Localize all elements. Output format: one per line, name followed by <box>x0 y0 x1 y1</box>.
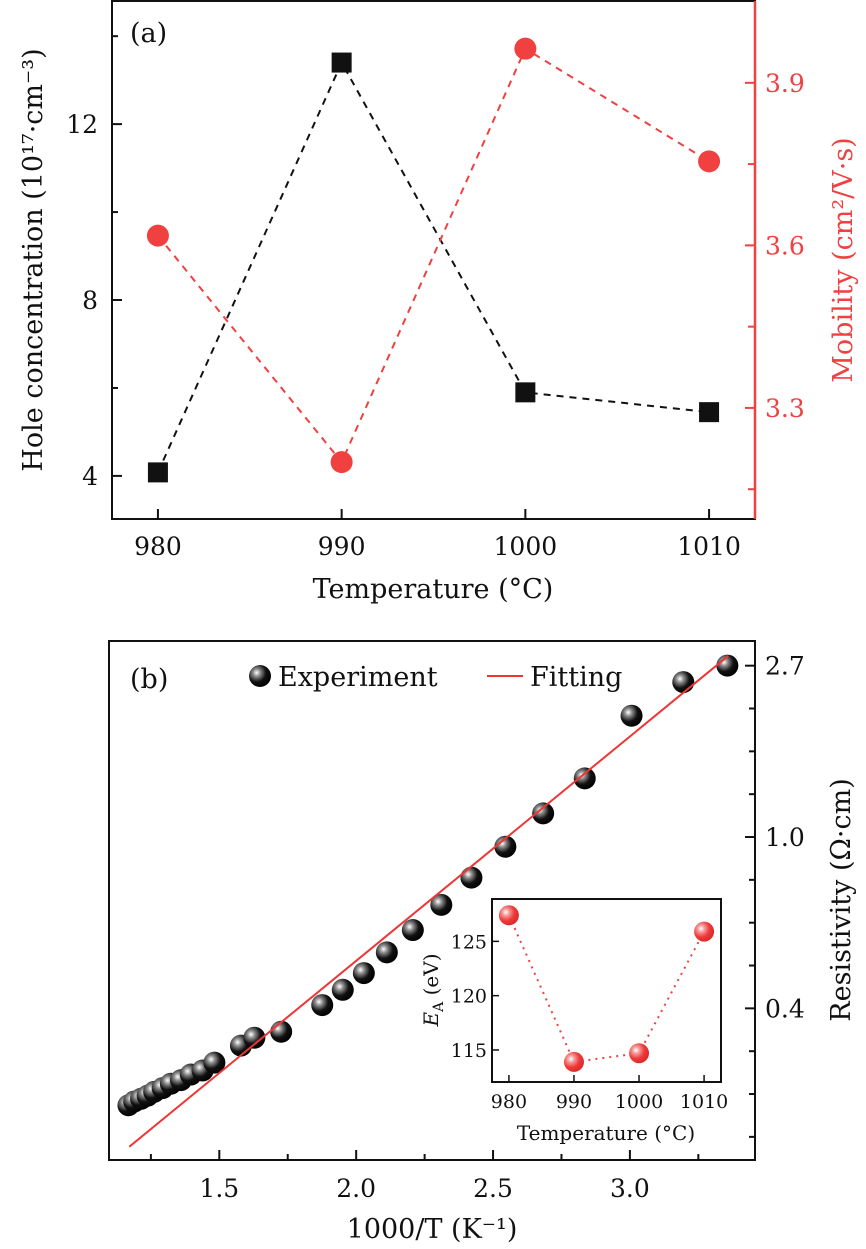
experiment-point <box>203 1051 226 1074</box>
y-right-tick-label: 1.0 <box>765 823 805 852</box>
panel-a-xlabel: Temperature (°C) <box>313 574 554 605</box>
activation-energy-line <box>508 914 705 1063</box>
inset-frame <box>491 898 722 1083</box>
inset-y-tick-label: 125 <box>451 931 487 953</box>
activation-energy-point <box>498 905 519 926</box>
x-tick-label: 1000 <box>494 532 558 561</box>
inset-marks: 980 990 1000 1010 115 120 125 <box>451 905 728 1113</box>
panel-b-xlabel: 1000/T (K⁻¹) <box>347 1214 518 1245</box>
inset-x-tick-label: 1010 <box>680 1091 728 1113</box>
experiment-point <box>352 962 375 985</box>
panel-b-axes: 1.5 2.0 2.5 3.0 0.4 1.0 2.7 <box>149 652 805 1203</box>
mobility-line <box>157 47 710 465</box>
panel-b: 1.5 2.0 2.5 3.0 0.4 1.0 2.7 (b) Experiment Fit… <box>108 640 857 1245</box>
y-right-tick-label: 3.3 <box>765 394 805 423</box>
panel-b-frame <box>108 640 756 1161</box>
activation-energy-point <box>629 1043 650 1064</box>
legend: Experiment Fitting <box>249 662 622 693</box>
experiment-point <box>270 1020 293 1043</box>
experiment-point <box>620 704 643 727</box>
panel-a-frame <box>111 0 756 520</box>
x-tick-label: 1010 <box>677 532 741 561</box>
y-left-tick-label: 4 <box>82 462 98 491</box>
experiment-point <box>243 1026 266 1049</box>
inset-x-tick-label: 1000 <box>615 1091 663 1113</box>
hole-concentration-point <box>515 382 536 403</box>
experiment-point <box>401 919 424 942</box>
x-tick-label: 3.0 <box>610 1174 650 1203</box>
mobility-point <box>330 451 353 474</box>
hole-concentration-point <box>331 52 352 73</box>
panel-b-marks <box>117 654 739 1148</box>
x-tick-label: 2.5 <box>473 1174 513 1203</box>
inset-y-tick-label: 115 <box>451 1040 487 1062</box>
experiment-point <box>311 994 334 1017</box>
panel-b-ylabel-right: Resistivity (Ω·cm) <box>826 778 857 1021</box>
y-right-tick-label: 3.6 <box>765 231 805 260</box>
x-tick-label: 2.0 <box>336 1174 376 1203</box>
activation-energy-point <box>694 921 715 942</box>
fitting-line <box>128 655 729 1148</box>
legend-experiment-label: Experiment <box>278 662 438 693</box>
x-tick-label: 990 <box>318 532 366 561</box>
experiment-point <box>573 767 596 790</box>
experiment-point <box>430 893 453 916</box>
inset-xlabel: Temperature (°C) <box>517 1121 695 1145</box>
inset-x-tick-label: 990 <box>556 1091 592 1113</box>
mobility-point <box>514 37 537 60</box>
experiment-point <box>375 941 398 964</box>
inset-ylabel: EA (eV) <box>419 954 447 1028</box>
panel-a-label: (a) <box>130 18 167 49</box>
panel-a-axes: 980 990 1000 1010 4 8 12 3.3 3.6 3.9 <box>66 35 805 561</box>
experiment-point <box>460 866 483 889</box>
mobility-point <box>146 224 169 247</box>
y-left-tick-label: 12 <box>66 110 98 139</box>
panel-a-marks <box>146 37 721 483</box>
legend-fitting-label: Fitting <box>530 662 622 693</box>
hole-concentration-line <box>157 60 710 473</box>
panel-b-label: (b) <box>130 664 168 695</box>
x-tick-label: 980 <box>134 532 182 561</box>
panel-a-ylabel-right: Mobility (cm²/V·s) <box>828 137 859 382</box>
inset-y-tick-label: 120 <box>451 986 487 1008</box>
experiment-point <box>672 671 695 694</box>
experiment-point <box>532 802 555 825</box>
x-tick-label: 1.5 <box>199 1174 239 1203</box>
inset-ylabel-symbol: E <box>419 1011 443 1027</box>
experiment-point <box>494 835 517 858</box>
hole-concentration-point <box>147 462 168 483</box>
y-left-tick-label: 8 <box>82 286 98 315</box>
inset-x-tick-label: 980 <box>491 1091 527 1113</box>
panel-a-ylabel-left: Hole concentration (10¹⁷·cm⁻³) <box>18 48 49 471</box>
hole-concentration-point <box>699 402 720 423</box>
y-right-tick-label: 0.4 <box>765 994 805 1023</box>
inset: 980 990 1000 1010 115 120 125 Temperature (°C)… <box>419 898 728 1145</box>
inset-ylabel-subscript: A <box>431 1001 447 1013</box>
y-right-tick-label: 3.9 <box>765 69 805 98</box>
inset-ylabel-unit: (eV) <box>419 954 443 1002</box>
legend-experiment-marker <box>249 665 271 687</box>
experiment-point <box>331 978 354 1001</box>
panel-a: 980 990 1000 1010 4 8 12 3.3 3.6 3.9 (a) Temperat… <box>18 0 859 605</box>
y-right-tick-label: 2.7 <box>765 652 805 681</box>
activation-energy-point <box>563 1051 584 1072</box>
mobility-point <box>698 150 721 173</box>
